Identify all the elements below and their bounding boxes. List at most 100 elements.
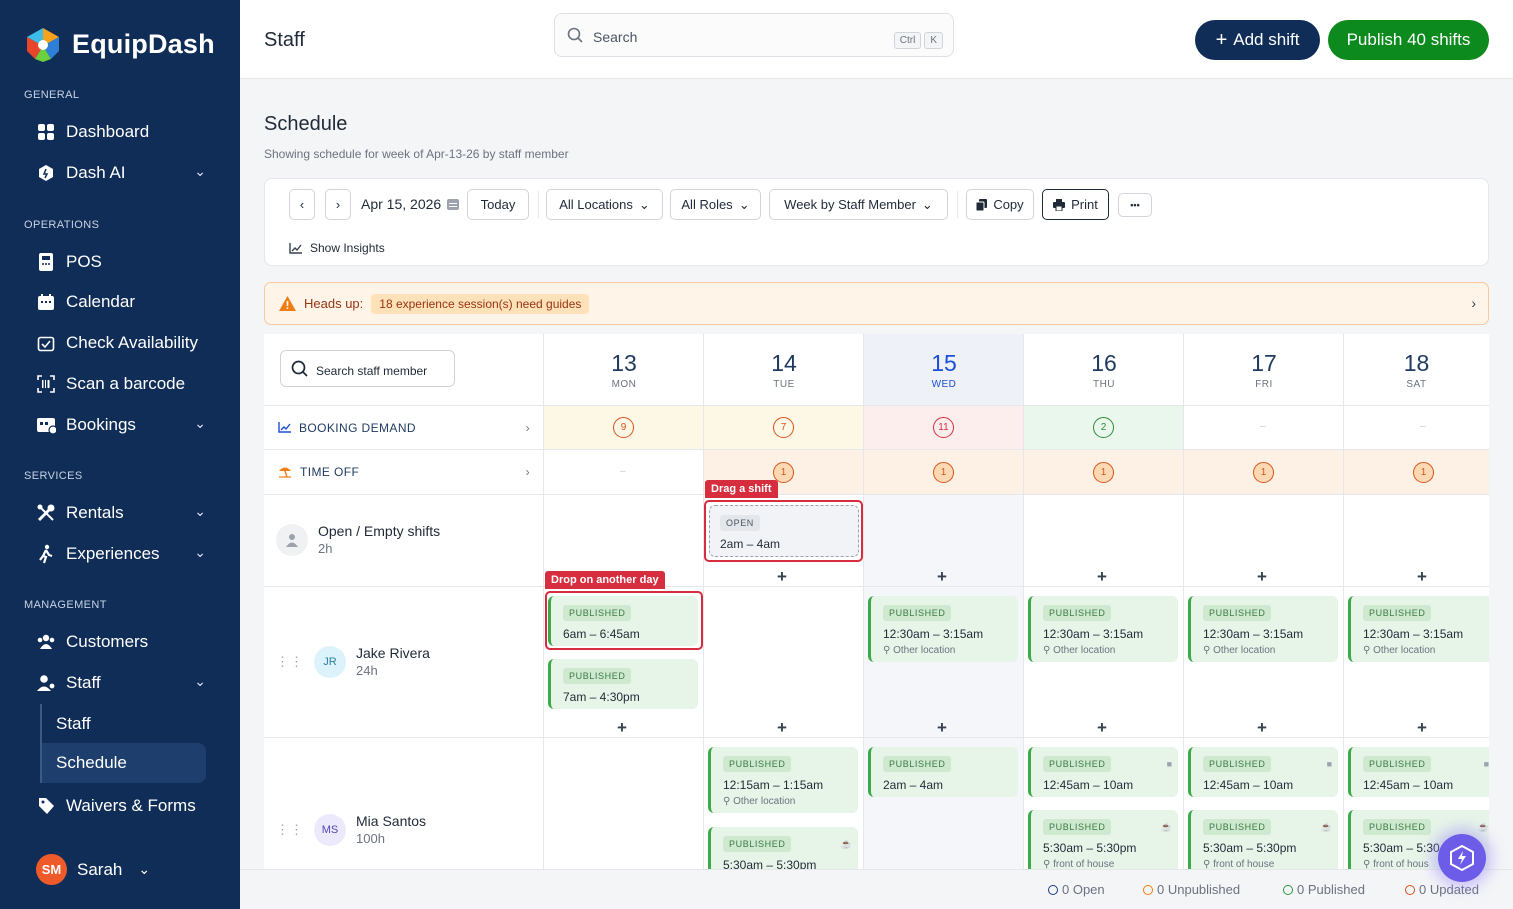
sidebar-item-check-availability[interactable]: Check Availability [36,327,220,359]
sidebar-item-pos[interactable]: POS [36,246,220,278]
time-off-cell: 1 [1343,450,1489,495]
heads-up-banner[interactable]: Heads up: 18 experience session(s) need … [264,282,1489,325]
add-shift-plus-icon[interactable]: + [1097,567,1107,586]
publish-shifts-button[interactable]: Publish 40 shifts [1328,20,1489,60]
shift-card[interactable]: PUBLISHED 12:30am – 3:15am ⚲ Other locatio… [1348,596,1489,662]
date-picker[interactable]: Apr 15, 2026 [361,196,460,212]
shift-card[interactable]: PUBLISHED ☕ 5:30am – 5:30pm [708,827,858,869]
add-shift-plus-icon[interactable]: + [777,567,787,586]
shift-card[interactable]: PUBLISHED 7am – 4:30pm [548,659,698,709]
today-button[interactable]: Today [467,189,529,220]
schedule-cell[interactable] [863,495,1024,587]
location-text: Other location [1053,645,1116,656]
schedule-cell[interactable] [1023,738,1184,869]
sidebar-item-calendar[interactable]: Calendar [36,286,220,318]
time-off-badge[interactable]: 1 [1093,462,1114,483]
sidebar-item-waivers[interactable]: Waivers & Forms [36,790,220,822]
day-header[interactable]: 13 MON [543,334,704,406]
roles-select[interactable]: All Roles ⌄ [670,189,761,220]
schedule-cell[interactable] [543,738,704,869]
schedule-cell[interactable] [1183,587,1344,738]
time-off-badge[interactable]: 1 [1253,462,1274,483]
shift-card[interactable]: PUBLISHED ☕ 5:30am – 5:30pm ⚲ front of hous… [1028,810,1178,869]
chart-icon [278,422,291,433]
add-shift-plus-icon[interactable]: + [937,718,947,737]
add-shift-plus-icon[interactable]: + [1257,567,1267,586]
schedule-cell[interactable] [1183,738,1344,869]
shift-card[interactable]: PUBLISHED ☕ 5:30am – 5:30pm ⚲ front of hous… [1188,810,1338,869]
user-menu[interactable]: SM Sarah ⌄ [36,854,150,885]
booking-demand-row-label[interactable]: BOOKING DEMAND › [264,406,544,450]
time-off-badge[interactable]: 1 [773,462,794,483]
show-insights-toggle[interactable]: Show Insights [289,241,385,255]
brand-name: EquipDash [72,28,215,59]
shift-card[interactable]: PUBLISHED ■ 12:45am – 10am [1348,747,1489,797]
staff-search-placeholder: Search staff member [316,364,428,378]
add-shift-plus-icon[interactable]: + [1417,567,1427,586]
time-off-badge[interactable]: 1 [1413,462,1434,483]
shift-time: 5:30am – 5:30pm [723,858,817,869]
view-select[interactable]: Week by Staff Member ⌄ [769,189,948,220]
schedule-cell[interactable] [1343,495,1489,587]
sidebar-subitem-schedule[interactable]: Schedule [40,743,206,783]
add-shift-plus-icon[interactable]: + [1417,718,1427,737]
sidebar-item-bookings[interactable]: Bookings ⌄ [36,409,220,441]
next-week-button[interactable]: › [325,189,351,220]
sidebar-item-experiences[interactable]: Experiences ⌄ [36,538,220,570]
logo[interactable]: EquipDash [24,26,215,62]
drag-handle-icon[interactable]: ⋮⋮ [276,822,304,837]
schedule-cell[interactable] [543,587,704,738]
day-header[interactable]: 17 FRI [1183,334,1344,406]
shift-card[interactable]: PUBLISHED 12:30am – 3:15am ⚲ Other locatio… [868,596,1018,662]
shift-card[interactable]: PUBLISHED 2am – 4am [868,747,1018,797]
open-shifts-row-label: Open / Empty shifts 2h [264,495,544,587]
sidebar-item-dash-ai[interactable]: Dash AI ⌄ [36,157,220,189]
day-header-today[interactable]: 15 WED [863,334,1024,406]
prev-week-button[interactable]: ‹ [289,189,315,220]
schedule-cell[interactable] [1023,495,1184,587]
time-off-badge[interactable]: 1 [933,462,954,483]
more-options-button[interactable]: ••• [1118,193,1152,217]
ai-assistant-button[interactable] [1438,834,1486,882]
time-off-row-label[interactable]: TIME OFF › [264,450,544,495]
sidebar-item-customers[interactable]: Customers [36,626,220,658]
shift-card[interactable]: PUBLISHED ■ 12:45am – 10am [1028,747,1178,797]
shift-card[interactable]: PUBLISHED ■ 12:45am – 10am [1188,747,1338,797]
day-header[interactable]: 14 TUE [703,334,864,406]
schedule-cell[interactable] [1023,587,1184,738]
sidebar-item-staff[interactable]: Staff ⌄ [36,667,220,699]
shift-card[interactable]: PUBLISHED 6am – 6:45am [548,596,698,646]
day-header[interactable]: 18 SAT [1343,334,1489,406]
schedule-cell[interactable] [703,587,864,738]
copy-button[interactable]: Copy [966,189,1034,220]
chevron-down-icon: ⌄ [638,196,650,212]
locations-select[interactable]: All Locations ⌄ [546,189,663,220]
add-shift-plus-icon[interactable]: + [937,567,947,586]
shift-card[interactable]: PUBLISHED 12:15am – 1:15am ⚲ Other locatio… [708,747,858,813]
schedule-cell[interactable] [1343,738,1489,869]
staff-search-input[interactable]: Search staff member [280,350,455,387]
shift-card[interactable]: PUBLISHED 12:30am – 3:15am ⚲ Other locatio… [1028,596,1178,662]
shift-card[interactable]: PUBLISHED 12:30am – 3:15am ⚲ Other locatio… [1188,596,1338,662]
add-shift-plus-icon[interactable]: + [1097,718,1107,737]
sidebar-item-dashboard[interactable]: Dashboard [36,116,220,148]
sidebar-subitem-staff[interactable]: Staff [40,704,206,744]
drag-handle-icon[interactable]: ⋮⋮ [276,654,304,669]
add-shift-plus-icon[interactable]: + [1257,718,1267,737]
add-shift-button[interactable]: + Add shift [1195,20,1320,60]
open-shift-card[interactable]: OPEN 2am – 4am [709,505,859,557]
schedule-cell[interactable] [703,738,864,869]
schedule-cell[interactable] [1343,587,1489,738]
schedule-cell[interactable] [703,495,864,587]
add-shift-plus-icon[interactable]: + [777,718,787,737]
copy-label: Copy [993,197,1024,212]
schedule-cell[interactable] [1183,495,1344,587]
day-header[interactable]: 16 THU [1023,334,1184,406]
sidebar-item-scan-barcode[interactable]: Scan a barcode [36,368,220,400]
empty-dash: – [620,466,626,477]
global-search-input[interactable]: Search Ctrl K [554,13,954,57]
sidebar-item-rentals[interactable]: Rentals ⌄ [36,497,220,529]
legend-label: 0 Unpublished [1157,882,1241,897]
add-shift-plus-icon[interactable]: + [617,718,627,737]
print-button[interactable]: Print [1042,189,1109,220]
